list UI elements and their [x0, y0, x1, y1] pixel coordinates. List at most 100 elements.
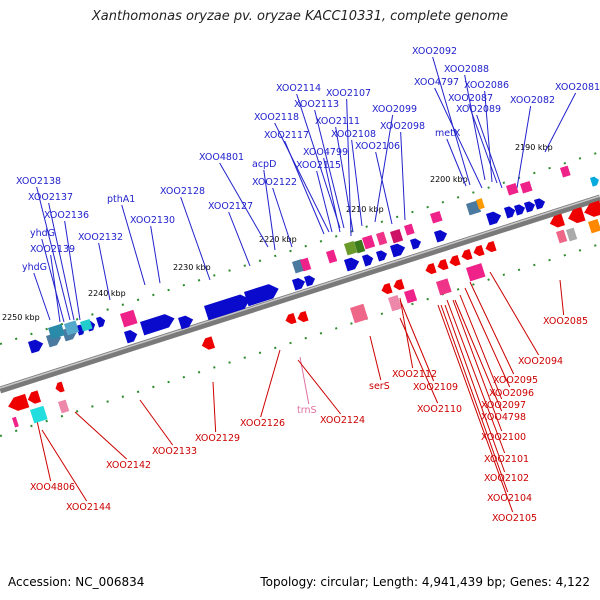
reverse-gene-arrow[interactable]: [284, 312, 297, 326]
gene-label-forward[interactable]: XOO4799: [303, 147, 348, 158]
gene-label-forward[interactable]: acpD: [252, 159, 276, 170]
forward-gene-arrow[interactable]: [204, 292, 252, 321]
gene-label-reverse[interactable]: XOO2102: [484, 473, 529, 484]
gene-label-reverse[interactable]: XOO2126: [240, 418, 285, 429]
gene-label-forward[interactable]: XOO4797: [414, 77, 459, 88]
reverse-gene-arrow[interactable]: [472, 244, 485, 258]
forward-gene-arrow[interactable]: [304, 274, 317, 287]
gene-label-reverse[interactable]: XOO2133: [152, 446, 197, 457]
gene-label-forward[interactable]: XOO2114: [276, 83, 321, 94]
gene-label-reverse[interactable]: XOO2095: [493, 375, 538, 386]
forward-gene-box[interactable]: [344, 240, 358, 256]
gene-label-reverse[interactable]: XOO2105: [492, 513, 537, 524]
reverse-gene-arrow[interactable]: [566, 207, 586, 225]
reverse-gene-box[interactable]: [556, 229, 568, 244]
gene-label-reverse[interactable]: serS: [369, 381, 390, 392]
forward-gene-arrow[interactable]: [178, 314, 195, 330]
reverse-gene-arrow[interactable]: [392, 278, 405, 292]
forward-gene-box[interactable]: [326, 249, 338, 264]
forward-gene-arrow[interactable]: [344, 256, 361, 272]
forward-gene-arrow[interactable]: [434, 228, 449, 243]
reverse-gene-arrow[interactable]: [380, 282, 393, 296]
forward-gene-box[interactable]: [520, 180, 533, 194]
forward-gene-arrow[interactable]: [96, 316, 107, 328]
gene-label-forward[interactable]: XOO2111: [315, 116, 360, 127]
forward-gene-box[interactable]: [376, 231, 388, 246]
forward-gene-arrow[interactable]: [244, 282, 281, 307]
gene-label-forward[interactable]: XOO2082: [510, 95, 555, 106]
gene-label-forward[interactable]: XOO2099: [372, 104, 417, 115]
gene-label-forward[interactable]: XOO2136: [44, 210, 89, 221]
reverse-gene-arrow[interactable]: [460, 248, 473, 262]
gene-label-forward[interactable]: XOO2115: [296, 160, 341, 171]
gene-label-reverse[interactable]: XOO2096: [489, 388, 534, 399]
reverse-gene-arrow[interactable]: [296, 310, 309, 324]
forward-gene-arrow[interactable]: [140, 312, 177, 336]
gene-label-forward[interactable]: XOO2086: [464, 80, 509, 91]
gene-label-reverse[interactable]: XOO2109: [413, 382, 458, 393]
reverse-gene-box[interactable]: [566, 227, 578, 242]
forward-gene-arrow[interactable]: [524, 200, 537, 213]
gene-label-reverse[interactable]: XOO2144: [66, 502, 111, 513]
gene-label-forward[interactable]: yhdG: [30, 228, 55, 239]
gene-label-forward[interactable]: pthA1: [107, 194, 135, 205]
forward-gene-box[interactable]: [560, 165, 571, 178]
forward-gene-box[interactable]: [80, 318, 93, 332]
forward-gene-box[interactable]: [48, 323, 65, 340]
reverse-gene-box[interactable]: [588, 218, 600, 234]
gene-label-forward[interactable]: XOO2130: [130, 215, 175, 226]
gene-label-forward[interactable]: XOO2113: [294, 99, 339, 110]
reverse-gene-arrow[interactable]: [424, 262, 437, 276]
reverse-gene-arrow[interactable]: [448, 254, 461, 268]
forward-gene-box[interactable]: [354, 239, 366, 254]
forward-gene-box[interactable]: [404, 223, 415, 236]
reverse-gene-arrow[interactable]: [54, 381, 65, 394]
forward-gene-arrow[interactable]: [376, 249, 389, 262]
forward-gene-arrow[interactable]: [28, 338, 45, 354]
gene-label-forward[interactable]: XOO2098: [380, 121, 425, 132]
gene-label-forward[interactable]: XOO2122: [252, 177, 297, 188]
reverse-gene-arrow[interactable]: [26, 390, 42, 405]
forward-gene-box[interactable]: [430, 210, 443, 224]
reverse-gene-box[interactable]: [387, 294, 402, 312]
gene-label-forward[interactable]: XOO2137: [28, 192, 73, 203]
gene-label-forward[interactable]: XOO2087: [448, 93, 493, 104]
forward-gene-box[interactable]: [506, 182, 519, 196]
gene-label-forward[interactable]: XOO2117: [264, 130, 309, 141]
gene-label-reverse[interactable]: XOO2104: [487, 493, 532, 504]
reverse-gene-box[interactable]: [12, 416, 19, 428]
gene-label-forward[interactable]: XOO4801: [199, 152, 244, 163]
gene-label-forward[interactable]: XOO2132: [78, 232, 123, 243]
forward-gene-arrow[interactable]: [486, 210, 503, 226]
forward-gene-arrow[interactable]: [390, 242, 407, 258]
forward-gene-box[interactable]: [466, 200, 482, 216]
gene-label-forward[interactable]: XOO2092: [412, 46, 457, 57]
gene-label-reverse[interactable]: XOO2100: [481, 432, 526, 443]
gene-label-forward[interactable]: XOO2106: [355, 141, 400, 152]
forward-gene-box[interactable]: [119, 309, 138, 328]
gene-label-reverse[interactable]: XOO2094: [518, 356, 563, 367]
gene-label-reverse[interactable]: XOO2101: [484, 454, 529, 465]
forward-gene-arrow[interactable]: [514, 203, 527, 216]
reverse-gene-box[interactable]: [30, 405, 48, 424]
forward-gene-box[interactable]: [300, 257, 312, 272]
gene-label-forward[interactable]: XOO2108: [331, 129, 376, 140]
gene-label-reverse[interactable]: XOO4806: [30, 482, 75, 493]
gene-label-forward[interactable]: yhdG: [22, 262, 47, 273]
gene-label-reverse[interactable]: XOO2097: [481, 400, 526, 411]
gene-label-forward[interactable]: metX: [435, 128, 461, 139]
forward-gene-arrow[interactable]: [362, 253, 375, 267]
gene-label-reverse[interactable]: trnS: [297, 405, 317, 416]
gene-label-forward[interactable]: XOO2081: [555, 82, 600, 93]
forward-gene-arrow[interactable]: [504, 205, 517, 219]
gene-label-reverse[interactable]: XOO2142: [106, 460, 151, 471]
gene-label-forward[interactable]: XOO2127: [208, 201, 253, 212]
gene-label-forward[interactable]: XOO2089: [456, 104, 501, 115]
reverse-gene-arrow[interactable]: [200, 336, 216, 351]
gene-label-forward[interactable]: XOO2139: [30, 244, 75, 255]
forward-gene-arrow[interactable]: [534, 197, 547, 210]
gene-label-reverse[interactable]: XOO2129: [195, 433, 240, 444]
gene-label-forward[interactable]: XOO2138: [16, 176, 61, 187]
forward-gene-arrow[interactable]: [292, 276, 307, 291]
gene-label-reverse[interactable]: XOO2112: [392, 369, 437, 380]
